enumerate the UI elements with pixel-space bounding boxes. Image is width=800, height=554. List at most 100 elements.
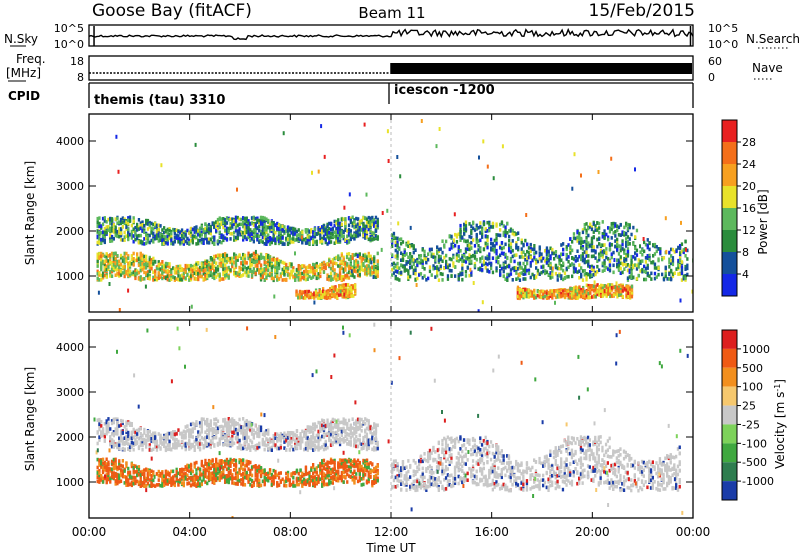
range-time-cell xyxy=(132,259,135,263)
range-time-cell xyxy=(526,268,529,273)
range-time-cell xyxy=(103,422,106,426)
range-time-cell xyxy=(273,294,276,299)
range-time-cell xyxy=(123,238,126,242)
range-time-cell xyxy=(277,237,281,241)
range-time-cell xyxy=(518,261,522,266)
range-time-cell xyxy=(249,264,252,269)
range-time-cell xyxy=(455,256,459,260)
range-time-cell xyxy=(290,269,293,274)
range-time-cell xyxy=(335,255,338,260)
range-time-cell xyxy=(630,232,633,237)
range-time-cell xyxy=(234,235,238,240)
range-time-cell xyxy=(238,271,241,276)
range-time-cell xyxy=(599,253,603,258)
range-time-cell xyxy=(601,232,604,236)
range-time-cell xyxy=(484,241,487,246)
range-time-cell xyxy=(675,267,678,271)
range-time-cell xyxy=(371,235,374,239)
range-time-cell xyxy=(207,268,211,273)
range-time-cell xyxy=(146,262,150,267)
range-time-cell xyxy=(427,276,430,281)
range-time-cell xyxy=(477,239,480,243)
range-time-cell xyxy=(594,284,597,289)
range-time-cell xyxy=(436,273,439,278)
range-time-cell xyxy=(134,237,137,242)
range-time-cell xyxy=(148,221,151,225)
range-time-cell xyxy=(136,269,139,273)
range-time-cell xyxy=(680,260,684,264)
range-time-cell xyxy=(538,272,541,276)
range-time-cell xyxy=(143,262,146,267)
range-time-cell xyxy=(587,226,590,231)
range-time-cell xyxy=(430,273,433,277)
range-time-cell xyxy=(238,230,241,235)
range-time-cell xyxy=(294,251,296,256)
range-time-cell xyxy=(110,226,114,231)
range-time-cell xyxy=(409,261,412,265)
range-time-cell xyxy=(621,242,624,247)
range-time-cell xyxy=(470,228,473,233)
range-time-cell xyxy=(600,283,603,288)
range-time-cell xyxy=(218,230,221,235)
range-time-cell xyxy=(182,239,185,244)
range-time-cell xyxy=(578,235,581,239)
range-time-cell xyxy=(590,227,594,232)
range-time-cell xyxy=(215,254,218,258)
range-time-cell xyxy=(224,258,227,263)
range-time-cell xyxy=(448,234,451,238)
range-time-cell xyxy=(567,290,570,295)
range-time-cell xyxy=(646,238,649,242)
range-time-cell xyxy=(134,233,137,237)
range-time-cell xyxy=(466,256,469,260)
range-time-cell xyxy=(612,285,615,290)
range-time-cell xyxy=(580,287,583,292)
range-time-cell xyxy=(466,243,469,248)
range-time-cell xyxy=(355,230,358,235)
y-tick-label: 3000 xyxy=(56,180,84,193)
range-time-cell xyxy=(231,217,234,221)
range-time-cell xyxy=(394,264,397,269)
range-time-cell xyxy=(414,248,417,252)
range-time-cell xyxy=(635,228,639,233)
range-time-cell xyxy=(218,278,221,282)
range-time-cell xyxy=(362,231,365,236)
range-time-cell xyxy=(103,273,106,278)
range-time-cell xyxy=(222,220,225,225)
range-time-cell xyxy=(110,421,114,426)
range-time-cell xyxy=(464,260,468,264)
range-time-cell xyxy=(349,257,352,262)
range-time-cell xyxy=(276,278,279,282)
range-time-cell xyxy=(652,243,655,247)
range-time-cell xyxy=(204,230,207,234)
range-time-cell xyxy=(163,235,166,239)
range-time-cell xyxy=(128,215,132,220)
range-time-cell xyxy=(160,163,163,168)
range-time-cell xyxy=(515,277,518,281)
range-time-cell xyxy=(490,225,493,229)
range-time-cell xyxy=(578,231,581,236)
range-time-cell xyxy=(522,250,525,254)
range-time-cell xyxy=(256,268,259,272)
range-time-cell xyxy=(558,257,561,262)
range-time-cell xyxy=(614,234,617,238)
range-time-cell xyxy=(572,286,576,290)
range-time-cell xyxy=(536,289,539,293)
range-time-cell xyxy=(477,267,480,271)
range-time-cell xyxy=(574,269,577,274)
range-time-cell xyxy=(581,240,585,244)
range-time-cell xyxy=(500,246,504,251)
range-time-cell xyxy=(518,255,522,259)
range-time-cell xyxy=(100,226,103,230)
range-time-cell xyxy=(141,267,144,272)
range-time-cell xyxy=(601,294,605,298)
range-time-cell xyxy=(154,269,157,273)
range-time-cell xyxy=(374,234,378,238)
range-time-cell xyxy=(125,259,128,263)
range-time-cell xyxy=(635,276,639,281)
range-time-cell xyxy=(242,238,245,242)
range-time-cell xyxy=(335,234,338,239)
range-time-cell xyxy=(98,241,101,245)
range-time-cell xyxy=(285,263,288,267)
range-time-cell xyxy=(398,266,401,270)
range-time-cell xyxy=(583,257,586,262)
